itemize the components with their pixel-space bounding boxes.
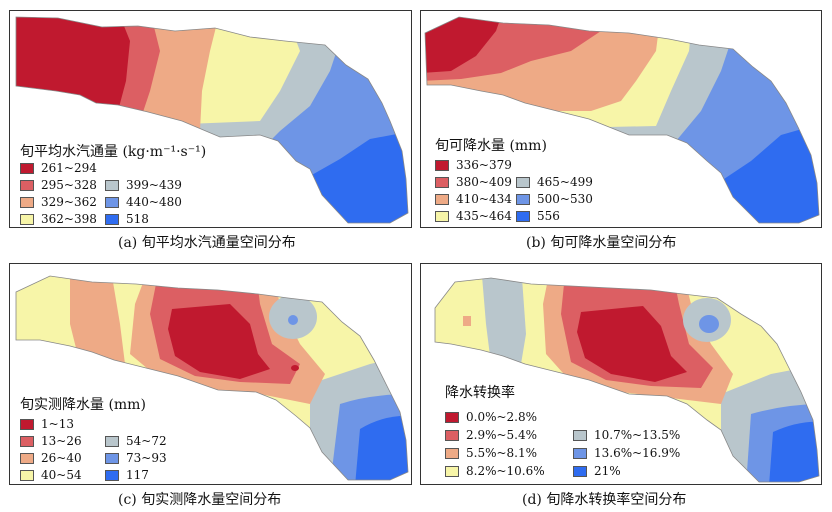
caption-a: (a) 旬平均水汽通量空间分布 <box>118 235 296 251</box>
swatch <box>573 465 587 477</box>
legend-item: 500~530 <box>516 191 593 207</box>
legend-title-b: 旬可降水量 (mm) <box>435 138 547 154</box>
legend-item: 1~13 <box>20 416 74 432</box>
swatch <box>20 213 34 225</box>
swatch <box>445 411 459 423</box>
swatch <box>105 213 119 225</box>
map-panel-b: 旬可降水量 (mm) 336~379 380~409 410~434 435~4… <box>420 10 822 228</box>
legend-title-d: 降水转换率 <box>445 385 515 401</box>
swatch <box>20 162 34 174</box>
map-d <box>434 277 820 483</box>
map-c <box>15 275 409 481</box>
legend-item: 362~398 <box>20 211 97 227</box>
legend-item: 440~480 <box>105 194 182 210</box>
legend-item: 40~54 <box>20 467 82 483</box>
legend-item: 13~26 <box>20 433 82 449</box>
legend-item: 54~72 <box>105 433 167 449</box>
legend-item: 435~464 <box>435 208 512 224</box>
caption-c: (c) 旬实测降水量空间分布 <box>118 492 282 508</box>
legend-item: 21% <box>573 463 621 479</box>
swatch <box>435 193 449 205</box>
legend-item: 556 <box>516 208 560 224</box>
caption-d: (d) 旬降水转换率空间分布 <box>522 492 687 508</box>
legend-item: 410~434 <box>435 191 512 207</box>
legend-item: 5.5%~8.1% <box>445 445 537 461</box>
swatch <box>435 210 449 222</box>
legend-item: 261~294 <box>20 160 97 176</box>
legend-item: 8.2%~10.6% <box>445 463 545 479</box>
swatch <box>445 465 459 477</box>
legend-item: 10.7%~13.5% <box>573 427 680 443</box>
swatch <box>573 429 587 441</box>
legend-item: 0.0%~2.8% <box>445 409 537 425</box>
legend-item: 117 <box>105 467 149 483</box>
legend-item: 465~499 <box>516 174 593 190</box>
swatch <box>20 469 34 481</box>
legend-title-c: 旬实测降水量 (mm) <box>20 397 146 413</box>
swatch <box>105 196 119 208</box>
swatch <box>516 193 530 205</box>
map-panel-c: 旬实测降水量 (mm) 1~13 13~26 26~40 40~54 54~72… <box>9 263 412 485</box>
legend-item: 73~93 <box>105 450 167 466</box>
swatch <box>445 429 459 441</box>
map-panel-a: 旬平均水汽通量 (kg·m⁻¹·s⁻¹) 261~294 295~328 329… <box>9 10 412 228</box>
legend-title-a: 旬平均水汽通量 (kg·m⁻¹·s⁻¹) <box>20 144 207 160</box>
legend-item: 336~379 <box>435 157 512 173</box>
legend-item: 329~362 <box>20 194 97 210</box>
legend-item: 26~40 <box>20 450 82 466</box>
swatch <box>516 210 530 222</box>
swatch <box>20 418 34 430</box>
swatch <box>516 176 530 188</box>
swatch <box>20 435 34 447</box>
caption-b: (b) 旬可降水量空间分布 <box>526 235 677 251</box>
map-b <box>424 16 820 224</box>
legend-item: 380~409 <box>435 174 512 190</box>
legend-item: 295~328 <box>20 177 97 193</box>
swatch <box>20 179 34 191</box>
swatch <box>105 179 119 191</box>
legend-item: 399~439 <box>105 177 182 193</box>
map-a <box>15 16 409 224</box>
swatch <box>573 447 587 459</box>
swatch <box>435 176 449 188</box>
swatch <box>105 452 119 464</box>
swatch <box>105 469 119 481</box>
legend-item: 518 <box>105 211 149 227</box>
swatch <box>20 452 34 464</box>
swatch <box>435 159 449 171</box>
swatch <box>445 447 459 459</box>
legend-item: 2.9%~5.4% <box>445 427 537 443</box>
map-panel-d: 降水转换率 0.0%~2.8% 2.9%~5.4% 5.5%~8.1% 8.2%… <box>420 263 822 485</box>
swatch <box>105 435 119 447</box>
swatch <box>20 196 34 208</box>
legend-item: 13.6%~16.9% <box>573 445 680 461</box>
